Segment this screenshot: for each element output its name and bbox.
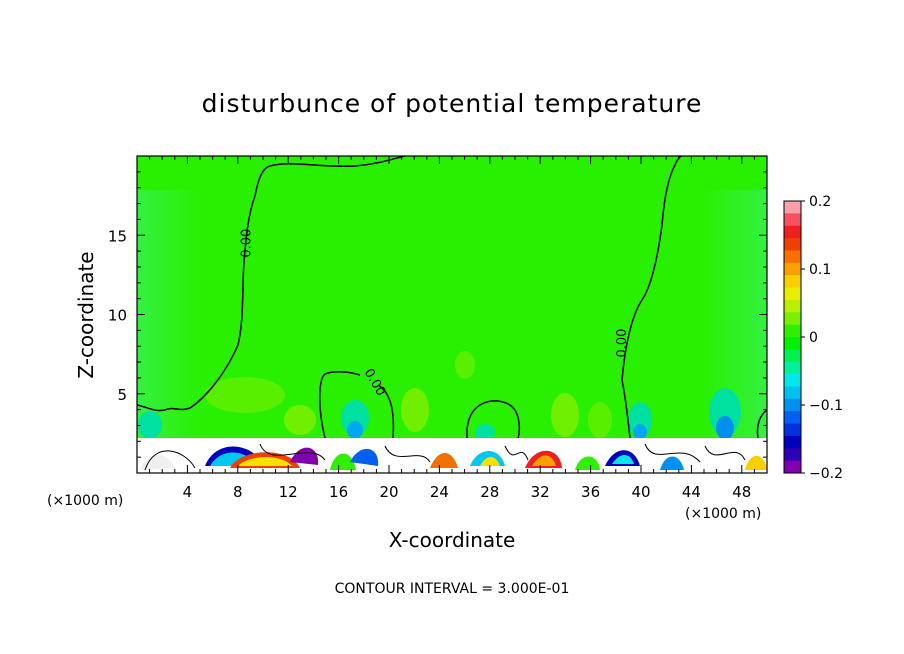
contour-line [621,156,683,439]
colorbar-swatch [784,299,801,313]
contour-line [319,371,361,439]
field-background [137,156,767,473]
colorbar-swatch [784,225,801,239]
colorbar-swatch [784,349,801,363]
colorbar-swatch [784,312,801,326]
colorbar-swatch [784,238,801,251]
surface-layer-blob [140,454,175,470]
y-axis-title: Z-coordinate [74,251,98,378]
colorbar-swatch [784,435,801,449]
chart-title: disturbunce of potential temperature [202,89,703,118]
contour-label-group: 0.000.000.00 [239,229,629,399]
x-axis-title: X-coordinate [389,528,516,552]
x-tick-label: 32 [531,483,550,501]
contour-line [466,400,521,439]
colorbar-swatch [784,374,801,387]
colorbar-swatch [784,201,801,214]
surface-layer-outline [144,443,746,471]
colorbar-swatch [784,213,801,227]
field-patch [205,377,285,413]
field-patch [716,416,734,440]
field-patch [138,411,162,439]
colorbar-swatch [784,361,801,375]
colorbar-tick-label: 0 [809,330,818,346]
plot-area: 0.000.000.00 [137,156,767,473]
surface-layer-blob [612,455,634,464]
contour-label: 0.00 [615,329,630,358]
colorbar-swatch [784,398,801,412]
x-axis: 4 8 12 16 20 24 28 32 36 40 44 48 [149,156,755,501]
x-tick-label: 16 [329,483,348,501]
colorbar-tick-label: 0.2 [809,194,831,210]
x-tick-label: 20 [379,483,398,501]
colorbar-swatch [784,423,801,437]
field-patch [551,393,579,437]
surface-turbulence [137,438,767,473]
colorbar-tick-label: −0.2 [809,466,843,482]
x-tick-label: 40 [631,483,650,501]
surface-layer-blob [480,457,500,466]
surface-layer-blob [660,456,684,470]
colorbar-swatch [784,250,801,264]
surface-layer-blob [430,453,458,468]
field-patch [347,421,363,439]
colorbar-swatch [784,275,801,289]
contour-interval-text: CONTOUR INTERVAL = 3.000E-01 [335,581,570,597]
contour-lines [137,156,767,439]
x-unit-left: (×1000 m) [47,493,123,509]
field-patch [455,351,475,379]
y-axis: 5 10 15 [108,171,767,458]
surface-layer-blob [350,448,379,466]
x-tick-label: 12 [279,483,298,501]
colorbar-swatch [784,287,801,301]
surface-layer-blob [290,447,319,465]
colorbar-swatch [784,448,801,462]
y-tick-label: 5 [117,386,127,404]
field-band-left [137,190,202,440]
x-tick-label: 24 [430,483,449,501]
contour-line [756,409,767,439]
y-tick-label: 10 [108,307,127,325]
surface-layer-blob [238,457,292,466]
colorbar-swatch [784,411,801,425]
surface-layer-blob [330,453,356,470]
y-tick-label: 15 [108,227,127,245]
colorbar-swatch [784,460,801,474]
colorbar-tick-label: 0.1 [809,262,831,278]
field-patch [284,405,316,435]
field-patch [475,424,495,440]
x-tick-label: 48 [732,483,751,501]
surface-layer-blob [532,455,556,466]
x-tick-label: 28 [480,483,499,501]
colorbar-tick-label: −0.1 [809,398,843,414]
x-unit-right: (×1000 m) [685,506,761,522]
field-patch [401,388,429,432]
x-tick-label: 4 [183,483,193,501]
colorbar-swatch [784,337,801,350]
surface-layer-blob [745,455,767,470]
colorbar-swatch [784,386,801,400]
x-tick-label: 44 [682,483,701,501]
colorbar-swatch [784,324,801,338]
contour-line [137,156,406,412]
colorbar-swatch [784,262,801,276]
colorbar: 0.2 0.1 0 −0.1 −0.2 [783,194,843,482]
contour-line [377,384,395,439]
field-patch [588,402,612,438]
contour-label: 0.00 [239,229,254,258]
x-tick-label: 8 [233,483,243,501]
field-patch [633,424,647,440]
x-tick-label: 36 [581,483,600,501]
surface-layer-blob [575,456,600,470]
